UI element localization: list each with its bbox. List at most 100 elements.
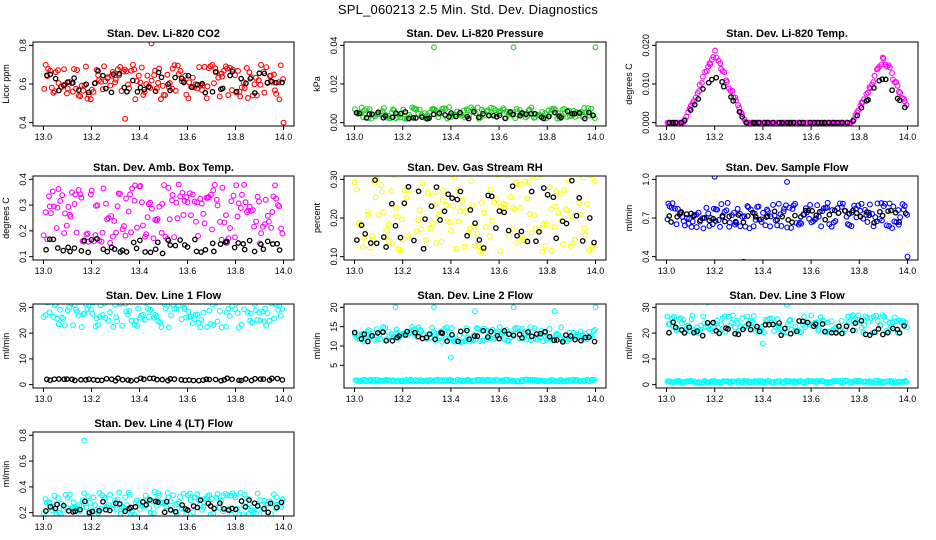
- scatter-point: [177, 237, 183, 243]
- scatter-point: [519, 325, 525, 332]
- data-points: [351, 304, 599, 385]
- scatter-point: [84, 230, 91, 237]
- scatter-point: [171, 376, 178, 382]
- scatter-point: [213, 494, 220, 501]
- scatter-point: [143, 304, 149, 306]
- y-axis-label: ml/min: [624, 333, 634, 360]
- scatter-point: [493, 113, 500, 120]
- scatter-point: [51, 203, 57, 210]
- scatter-point: [716, 330, 723, 337]
- scatter-point: [779, 119, 786, 126]
- scatter-point: [114, 203, 121, 210]
- x-tick-label: 14.0: [587, 394, 605, 404]
- scatter-point: [800, 119, 807, 126]
- scatter-point: [181, 306, 188, 312]
- scatter-point: [677, 209, 684, 216]
- scatter-point: [173, 199, 180, 206]
- scatter-point: [146, 313, 152, 320]
- scatter-point: [269, 209, 276, 216]
- plot-frame: [32, 175, 295, 261]
- scatter-point: [130, 239, 137, 246]
- x-tick-label: 13.6: [802, 394, 820, 404]
- scatter-point: [152, 312, 159, 318]
- scatter-point: [231, 244, 238, 251]
- scatter-point: [55, 67, 61, 74]
- scatter-point: [719, 213, 726, 220]
- scatter-point: [222, 212, 229, 219]
- scatter-point: [85, 304, 92, 309]
- scatter-point: [137, 237, 143, 244]
- scatter-point: [257, 317, 264, 324]
- scatter-point: [101, 63, 108, 70]
- scatter-point: [730, 97, 737, 104]
- scatter-point: [729, 378, 736, 385]
- scatter-point: [372, 177, 378, 183]
- scatter-point: [68, 304, 75, 307]
- scatter-point: [866, 201, 873, 208]
- scatter-point: [241, 306, 248, 313]
- scatter-point: [774, 222, 781, 229]
- scatter-point: [363, 168, 368, 173]
- scatter-point: [866, 332, 873, 338]
- scatter-point: [420, 245, 427, 252]
- x-tick-label: 14.0: [275, 132, 293, 142]
- scatter-point: [517, 204, 524, 211]
- scatter-point: [835, 210, 842, 216]
- scatter-point: [272, 182, 278, 189]
- scatter-point: [60, 82, 67, 89]
- scatter-point: [132, 96, 139, 103]
- scatter-point: [448, 324, 455, 331]
- panel-title: Stan. Dev. Li-820 Pressure: [406, 28, 543, 40]
- scatter-point: [109, 68, 116, 75]
- scatter-point: [271, 87, 278, 94]
- scatter-point: [587, 176, 594, 179]
- scatter-point: [61, 230, 68, 237]
- y-axis-label: ml/min: [624, 205, 634, 232]
- scatter-point: [576, 110, 583, 116]
- scatter-point: [141, 89, 148, 95]
- scatter-point: [453, 113, 459, 120]
- scatter-point: [590, 112, 597, 119]
- scatter-point: [888, 207, 894, 214]
- scatter-point: [165, 81, 171, 87]
- scatter-point: [480, 245, 487, 251]
- y-axis-label: ml/min: [312, 333, 322, 360]
- scatter-point: [269, 297, 274, 302]
- scatter-point: [581, 115, 588, 122]
- scatter-point: [378, 188, 385, 195]
- scatter-point: [42, 496, 49, 502]
- scatter-point: [117, 510, 124, 516]
- scatter-point: [220, 492, 227, 499]
- scatter-point: [554, 110, 561, 117]
- scatter-point: [433, 240, 439, 246]
- scatter-point: [275, 202, 281, 208]
- data-points: [352, 44, 599, 122]
- scatter-point: [457, 208, 463, 215]
- scatter-point: [237, 205, 244, 211]
- scatter-point: [171, 62, 178, 69]
- scatter-point: [877, 208, 883, 215]
- scatter-point: [210, 510, 217, 516]
- scatter-point: [87, 500, 94, 506]
- scatter-point: [224, 492, 231, 499]
- scatter-point: [389, 337, 396, 344]
- y-tick-label: 0.020: [641, 34, 651, 57]
- scatter-point: [686, 215, 693, 222]
- scatter-point: [359, 176, 362, 177]
- scatter-point: [138, 199, 145, 206]
- scatter-point: [107, 491, 114, 498]
- scatter-point: [90, 494, 97, 501]
- y-tick-label: 0.20: [329, 209, 339, 227]
- scatter-point: [896, 330, 903, 336]
- scatter-point: [480, 327, 487, 334]
- scatter-point: [246, 69, 253, 76]
- x-tick-label: 14.0: [899, 132, 917, 142]
- scatter-point: [779, 213, 786, 220]
- scatter-point: [69, 88, 76, 95]
- scatter-point: [903, 324, 910, 331]
- scatter-point: [89, 508, 96, 515]
- scatter-point: [263, 322, 270, 329]
- scatter-point: [171, 234, 178, 241]
- scatter-point: [275, 306, 282, 313]
- scatter-point: [822, 216, 828, 223]
